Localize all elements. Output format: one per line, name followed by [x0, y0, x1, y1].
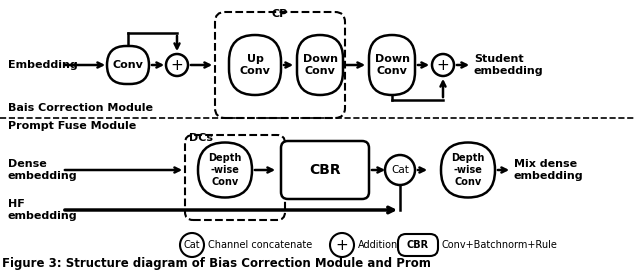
Text: Down
Conv: Down Conv [303, 54, 338, 76]
FancyBboxPatch shape [229, 35, 281, 95]
Circle shape [180, 233, 204, 257]
Text: Depth
-wise
Conv: Depth -wise Conv [452, 153, 485, 187]
FancyBboxPatch shape [398, 234, 438, 256]
Text: Dense
embedding: Dense embedding [8, 159, 78, 181]
Circle shape [432, 54, 454, 76]
Text: Channel concatenate: Channel concatenate [208, 240, 312, 250]
Text: CP: CP [272, 9, 288, 19]
Text: Conv+Batchnorm+Rule: Conv+Batchnorm+Rule [442, 240, 558, 250]
Text: HF
embedding: HF embedding [8, 199, 78, 221]
Circle shape [385, 155, 415, 185]
Text: Embedding: Embedding [8, 60, 78, 70]
FancyBboxPatch shape [215, 12, 345, 118]
Text: +: + [437, 58, 450, 73]
Text: Prompt Fuse Module: Prompt Fuse Module [8, 121, 136, 131]
FancyBboxPatch shape [369, 35, 415, 95]
FancyBboxPatch shape [297, 35, 343, 95]
Circle shape [166, 54, 188, 76]
FancyBboxPatch shape [281, 141, 369, 199]
Text: +: + [170, 58, 183, 73]
Text: Depth
-wise
Conv: Depth -wise Conv [209, 153, 242, 187]
FancyBboxPatch shape [107, 46, 149, 84]
Text: CBR: CBR [309, 163, 341, 177]
Text: Bais Correction Module: Bais Correction Module [8, 103, 153, 113]
Text: DCs: DCs [189, 133, 213, 143]
Text: Mix dense
embedding: Mix dense embedding [514, 159, 584, 181]
Text: Figure 3: Structure diagram of Bias Correction Module and Prom: Figure 3: Structure diagram of Bias Corr… [2, 258, 431, 270]
Text: Conv: Conv [113, 60, 144, 70]
FancyBboxPatch shape [198, 142, 252, 198]
Text: Cat: Cat [391, 165, 409, 175]
Text: Down
Conv: Down Conv [375, 54, 410, 76]
Text: CBR: CBR [407, 240, 429, 250]
Circle shape [330, 233, 354, 257]
FancyBboxPatch shape [185, 135, 285, 220]
Text: Up
Conv: Up Conv [240, 54, 270, 76]
Text: +: + [336, 238, 349, 253]
FancyBboxPatch shape [441, 142, 495, 198]
Text: Cat: Cat [184, 240, 200, 250]
Text: Addition: Addition [358, 240, 398, 250]
Text: Student
embedding: Student embedding [474, 54, 544, 76]
